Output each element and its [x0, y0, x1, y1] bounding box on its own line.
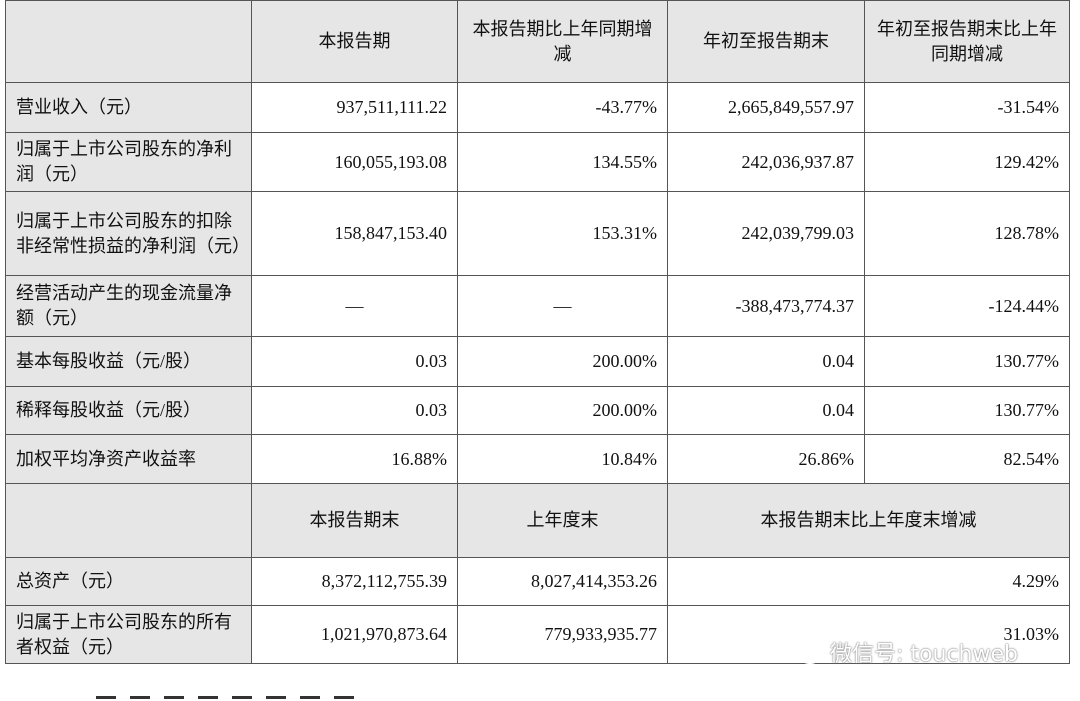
cell-value: -31.54% [864, 82, 1070, 133]
header-current-period: 本报告期 [251, 0, 458, 83]
table-row: 加权平均净资产收益率 16.88% 10.84% 26.86% 82.54% [5, 434, 1070, 484]
cell-value: 242,039,799.03 [667, 191, 865, 276]
cell-value: 1,021,970,873.64 [251, 605, 458, 664]
row-label: 归属于上市公司股东的扣除非经常性损益的净利润（元） [5, 191, 252, 276]
cell-value: 937,511,111.22 [251, 82, 458, 133]
header-current-yoy: 本报告期比上年同期增减 [457, 0, 668, 83]
cell-value: 8,372,112,755.39 [251, 557, 458, 606]
cell-value: 0.03 [251, 386, 458, 435]
cell-value: 130.77% [864, 386, 1070, 435]
cropped-glyph [266, 696, 286, 700]
row-label: 营业收入（元） [5, 82, 252, 133]
cropped-glyph [198, 696, 218, 700]
cell-value: 134.55% [457, 132, 668, 192]
row-label: 稀释每股收益（元/股） [5, 386, 252, 435]
cropped-glyph [96, 696, 116, 700]
cropped-glyph [232, 696, 252, 700]
cropped-glyph [164, 696, 184, 700]
cell-value: 31.03% [667, 605, 1070, 664]
cell-value: — [457, 275, 668, 337]
cell-value: 2,665,849,557.97 [667, 82, 865, 133]
cell-value: — [251, 275, 458, 337]
table-row: 总资产（元） 8,372,112,755.39 8,027,414,353.26… [5, 557, 1070, 606]
cell-value: 10.84% [457, 434, 668, 484]
header-corner-cell [5, 0, 252, 83]
wechat-watermark: 微信号: touchweb [784, 636, 1018, 668]
wechat-icon [785, 639, 822, 665]
cell-value: 158,847,153.40 [251, 191, 458, 276]
cell-value: 200.00% [457, 386, 668, 435]
header-corner-cell [5, 483, 252, 558]
table-row: 归属于上市公司股东的扣除非经常性损益的净利润（元） 158,847,153.40… [5, 191, 1070, 276]
cell-value: 0.04 [667, 336, 865, 387]
watermark-text: 微信号: touchweb [830, 642, 1018, 667]
row-label: 加权平均净资产收益率 [5, 434, 252, 484]
table-row: 归属于上市公司股东的所有者权益（元） 1,021,970,873.64 779,… [5, 605, 1070, 664]
cell-value: 153.31% [457, 191, 668, 276]
cropped-glyph [300, 696, 320, 700]
header-ytd: 年初至报告期末 [667, 0, 865, 83]
table-row: 经营活动产生的现金流量净额（元） — — -388,473,774.37 -12… [5, 275, 1070, 337]
cell-value: -43.77% [457, 82, 668, 133]
cell-value: 779,933,935.77 [457, 605, 668, 664]
cropped-glyph [130, 696, 150, 700]
cell-value: 0.04 [667, 386, 865, 435]
cropped-glyph [334, 696, 354, 700]
cell-value: 0.03 [251, 336, 458, 387]
cell-value: 160,055,193.08 [251, 132, 458, 192]
table2-header-row: 本报告期末 上年度末 本报告期末比上年度末增减 [5, 483, 1070, 558]
row-label: 经营活动产生的现金流量净额（元） [5, 275, 252, 337]
header-change-vs-prior-year-end: 本报告期末比上年度末增减 [667, 483, 1070, 558]
cell-value: 26.86% [667, 434, 865, 484]
cell-value: 82.54% [864, 434, 1070, 484]
cell-value: 200.00% [457, 336, 668, 387]
header-prior-year-end: 上年度末 [457, 483, 668, 558]
cell-value: 8,027,414,353.26 [457, 557, 668, 606]
row-label: 基本每股收益（元/股） [5, 336, 252, 387]
cell-value: 4.29% [667, 557, 1070, 606]
header-ytd-yoy: 年初至报告期末比上年同期增减 [864, 0, 1070, 83]
cell-value: -388,473,774.37 [667, 275, 865, 337]
row-label: 归属于上市公司股东的净利润（元） [5, 132, 252, 192]
table-row: 稀释每股收益（元/股） 0.03 200.00% 0.04 130.77% [5, 386, 1070, 435]
financial-table: 本报告期 本报告期比上年同期增减 年初至报告期末 年初至报告期末比上年同期增减 … [5, 0, 1070, 664]
cell-value: 128.78% [864, 191, 1070, 276]
row-label: 总资产（元） [5, 557, 252, 606]
header-period-end: 本报告期末 [251, 483, 458, 558]
cell-value: -124.44% [864, 275, 1070, 337]
table1-header-row: 本报告期 本报告期比上年同期增减 年初至报告期末 年初至报告期末比上年同期增减 [5, 0, 1070, 83]
table-row: 基本每股收益（元/股） 0.03 200.00% 0.04 130.77% [5, 336, 1070, 387]
cell-value: 130.77% [864, 336, 1070, 387]
table-row: 归属于上市公司股东的净利润（元） 160,055,193.08 134.55% … [5, 132, 1070, 192]
cropped-next-line [96, 688, 366, 700]
cell-value: 16.88% [251, 434, 458, 484]
table-row: 营业收入（元） 937,511,111.22 -43.77% 2,665,849… [5, 82, 1070, 133]
cell-value: 129.42% [864, 132, 1070, 192]
cell-value: 242,036,937.87 [667, 132, 865, 192]
row-label: 归属于上市公司股东的所有者权益（元） [5, 605, 252, 664]
